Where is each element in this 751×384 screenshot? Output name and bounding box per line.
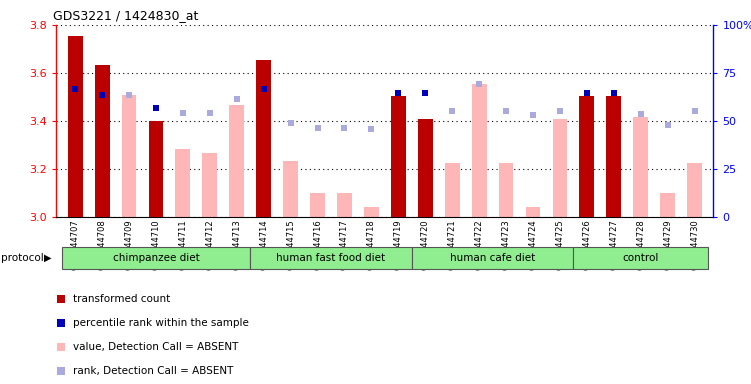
Bar [580,96,594,217]
Bar [229,105,244,217]
Text: value, Detection Call = ABSENT: value, Detection Call = ABSENT [74,342,239,352]
Bar [526,207,541,217]
Bar [250,247,412,270]
Bar [149,121,164,217]
Text: human fast food diet: human fast food diet [276,253,385,263]
Bar [68,36,83,217]
Text: human cafe diet: human cafe diet [450,253,535,263]
Bar [122,94,137,217]
Bar [283,161,298,217]
Bar [412,247,574,270]
Text: percentile rank within the sample: percentile rank within the sample [74,318,249,328]
Bar [364,207,379,217]
Text: GDS3221 / 1424830_at: GDS3221 / 1424830_at [53,9,198,22]
Bar [310,193,325,217]
Bar [553,119,567,217]
Text: chimpanzee diet: chimpanzee diet [113,253,199,263]
Bar [633,118,648,217]
Bar [176,149,190,217]
Bar [256,60,271,217]
Bar [445,163,460,217]
Bar [472,84,487,217]
Text: transformed count: transformed count [74,294,170,304]
Bar [606,96,621,217]
Bar [574,247,708,270]
Text: ▶: ▶ [44,253,51,263]
Bar [687,163,702,217]
Bar [95,65,110,217]
Bar [337,193,352,217]
Text: control: control [623,253,659,263]
Bar [418,119,433,217]
Bar [660,193,675,217]
Bar [203,153,217,217]
Text: rank, Detection Call = ABSENT: rank, Detection Call = ABSENT [74,366,234,376]
Text: protocol: protocol [1,253,44,263]
Bar [499,163,514,217]
Bar [391,96,406,217]
Bar [62,247,250,270]
